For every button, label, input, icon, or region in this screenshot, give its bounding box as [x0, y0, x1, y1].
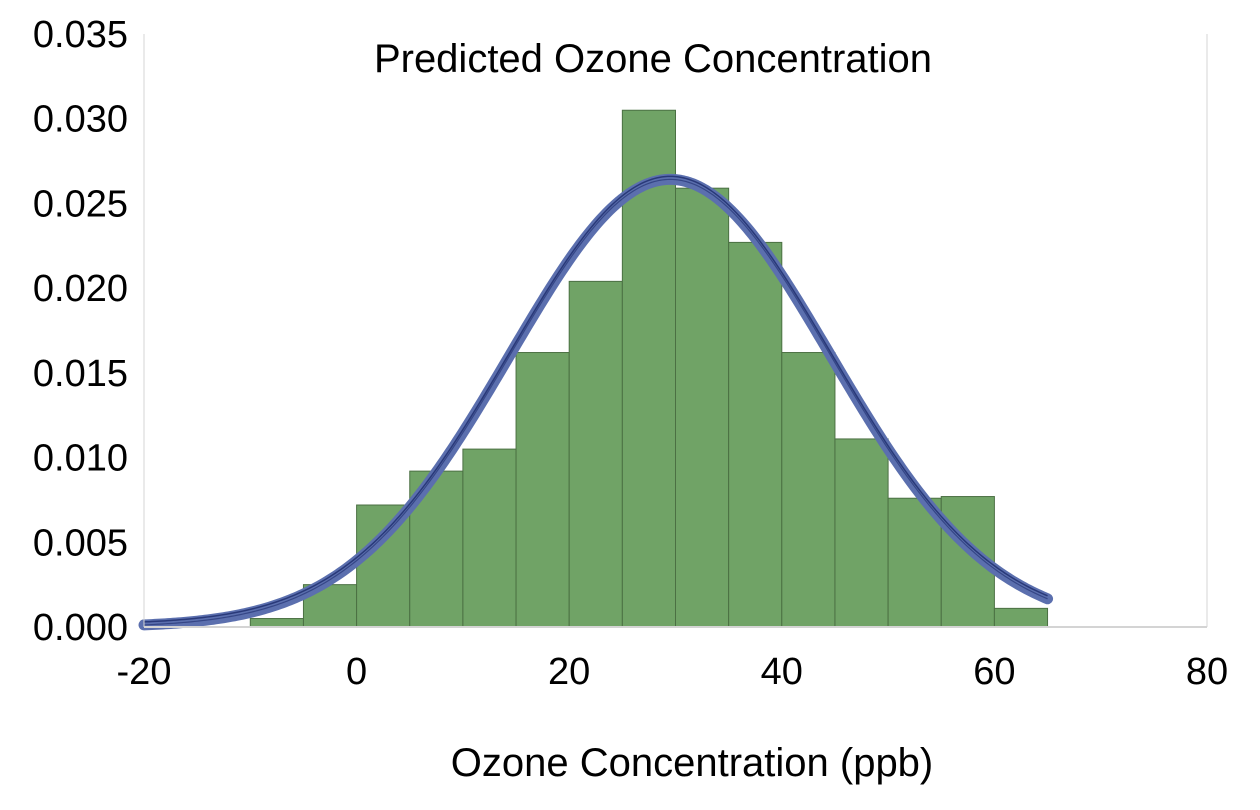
- histogram-bar-10: [781, 352, 836, 628]
- axes: [143, 34, 1208, 628]
- y-tick-label: 0.035: [33, 14, 128, 56]
- normal-curve: [138, 173, 1054, 631]
- x-tick-label: 0: [346, 651, 367, 693]
- histogram-bars: [249, 109, 1049, 628]
- histogram-bar-0: [249, 618, 304, 628]
- labels: Predicted Ozone Concentration 0.000 0.005 0…: [33, 14, 1228, 785]
- histogram-bar-14: [993, 607, 1049, 628]
- y-tick-label: 0.000: [33, 607, 128, 649]
- y-tick-label: 0.025: [33, 183, 128, 225]
- histogram-bar-11: [834, 438, 889, 628]
- x-tick-label: 60: [973, 651, 1015, 693]
- y-tick-label: 0.010: [33, 438, 128, 480]
- y-tick-label: 0.030: [33, 99, 128, 141]
- x-axis-title: Ozone Concentration (ppb): [451, 741, 934, 785]
- y-tick-label: 0.005: [33, 522, 128, 564]
- histogram-bar-6: [568, 280, 623, 628]
- x-tick-label: 40: [761, 651, 803, 693]
- histogram-bar-8: [675, 187, 730, 628]
- histogram-bar-9: [728, 241, 783, 628]
- normal-curve-edge-upper: [143, 175, 1048, 623]
- x-tick-label: -20: [117, 651, 172, 693]
- y-tick-label: 0.015: [33, 353, 128, 395]
- x-tick-label: 20: [548, 651, 590, 693]
- histogram-bar-12: [887, 497, 942, 628]
- x-tick-label: 80: [1186, 651, 1228, 693]
- y-tick-label: 0.020: [33, 268, 128, 310]
- chart-title: Predicted Ozone Concentration: [374, 37, 932, 81]
- histogram-bar-5: [515, 352, 570, 628]
- normal-curve-line: [143, 178, 1048, 626]
- histogram-bar-4: [462, 448, 517, 628]
